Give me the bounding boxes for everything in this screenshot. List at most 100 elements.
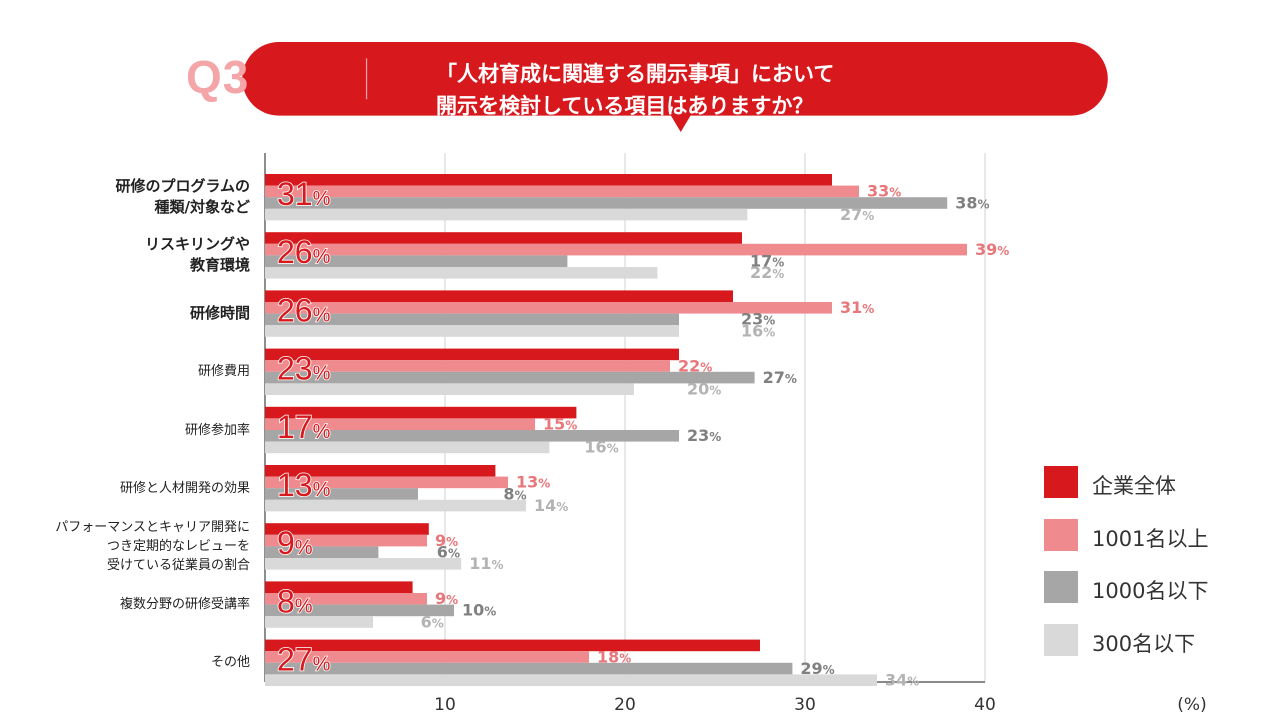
- value-number: 8: [277, 583, 295, 619]
- value-number: 13: [277, 467, 313, 503]
- value-label-overall: 23%: [277, 351, 331, 387]
- value-number: 38: [955, 193, 977, 212]
- value-unit: %: [709, 384, 721, 398]
- value-unit: %: [709, 430, 721, 444]
- value-number: 26: [277, 234, 313, 270]
- value-unit: %: [565, 419, 577, 433]
- category-label-line: 研修のプログラムの: [115, 177, 250, 196]
- value-unit: %: [556, 500, 568, 514]
- value-label-2: 6%: [437, 543, 460, 562]
- category-label: パフォーマンスとキャリア開発に つき定期的なレビューを 受けている従業員の割合: [55, 518, 250, 575]
- value-number: 33: [867, 182, 889, 201]
- value-unit: %: [772, 256, 784, 270]
- value-unit: %: [313, 188, 331, 210]
- value-number: 14: [534, 496, 556, 515]
- value-label-2: 23%: [687, 426, 721, 445]
- value-unit: %: [607, 442, 619, 456]
- legend-item: 企業全体: [1044, 466, 1244, 498]
- x-axis-label: (%): [1177, 695, 1206, 715]
- category-label-line: その他: [210, 655, 250, 671]
- legend-label: 1000名以下: [1092, 579, 1209, 603]
- value-label-3: 20%: [687, 380, 721, 399]
- value-number: 11: [469, 554, 491, 573]
- category-label-line: 教育環境: [189, 256, 250, 275]
- value-unit: %: [763, 325, 775, 339]
- bar-2: [265, 430, 679, 442]
- value-number: 31: [840, 298, 862, 317]
- legend-item: 1001名以上: [1044, 518, 1244, 551]
- category-label-line: 研修時間: [189, 304, 250, 323]
- bar-0: [265, 639, 760, 652]
- value-unit: %: [977, 197, 989, 211]
- value-label-2: 23%: [741, 310, 775, 329]
- category-label: 研修のプログラムの 種類/対象など: [115, 176, 250, 218]
- value-unit: %: [997, 244, 1009, 258]
- x-tick-label: 10: [434, 695, 456, 715]
- bar-3: [265, 208, 748, 221]
- value-number: 27: [763, 368, 785, 387]
- value-label-3: 16%: [584, 438, 618, 457]
- bar-1: [265, 243, 967, 256]
- value-label-1: 9%: [435, 589, 458, 608]
- value-unit: %: [484, 605, 496, 619]
- value-number: 27: [840, 205, 862, 224]
- legend-swatch: [1044, 623, 1078, 656]
- value-number: 18: [597, 647, 619, 666]
- value-number: 29: [800, 659, 822, 678]
- value-label-1: 39%: [975, 240, 1009, 259]
- value-label-overall: 26%: [277, 234, 331, 270]
- bar-1: [265, 593, 427, 605]
- category-label-line: 研修費用: [197, 364, 250, 380]
- value-unit: %: [889, 186, 901, 200]
- value-number: 31: [277, 176, 313, 212]
- value-number: 9: [277, 525, 295, 561]
- bar-3: [265, 499, 526, 512]
- bar-1: [265, 302, 832, 314]
- bar-3: [265, 616, 373, 628]
- value-unit: %: [772, 267, 784, 281]
- value-number: 6: [437, 543, 448, 562]
- value-number: 27: [277, 642, 313, 678]
- bar-0: [265, 581, 413, 593]
- value-number: 22: [678, 356, 700, 375]
- value-number: 13: [516, 473, 538, 492]
- value-label-1: 33%: [867, 182, 901, 201]
- category-label-line: 研修と人材開発の効果: [119, 480, 250, 496]
- value-label-2: 38%: [955, 193, 989, 212]
- x-tick-label: 30: [794, 695, 816, 715]
- value-number: 10: [462, 601, 484, 620]
- bar-1: [265, 185, 859, 198]
- category-label-line: リスキリングや: [144, 235, 250, 254]
- value-unit: %: [313, 246, 331, 268]
- value-number: 8: [503, 484, 514, 503]
- value-number: 6: [421, 612, 432, 631]
- bar-2: [265, 197, 948, 209]
- value-unit: %: [785, 372, 797, 386]
- value-number: 17: [277, 409, 313, 445]
- bar-0: [265, 174, 832, 186]
- value-unit: %: [907, 675, 919, 689]
- value-label-3: 11%: [469, 554, 503, 573]
- value-label-2: 27%: [763, 368, 797, 387]
- value-unit: %: [862, 302, 874, 316]
- legend-swatch: [1044, 571, 1078, 603]
- category-label: 研修と人材開発の効果: [120, 479, 250, 498]
- value-label-1: 9%: [435, 531, 458, 550]
- value-number: 39: [975, 240, 997, 259]
- value-number: 16: [741, 321, 763, 340]
- value-number: 26: [277, 292, 313, 328]
- value-number: 23: [741, 310, 763, 329]
- bar-0: [265, 523, 429, 535]
- value-number: 17: [750, 252, 772, 271]
- value-unit: %: [295, 595, 313, 617]
- category-label-line: 複数分野の研修受講率: [119, 597, 250, 613]
- category-label: 研修時間: [190, 303, 250, 324]
- value-number: 23: [687, 426, 709, 445]
- value-number: 23: [277, 351, 313, 387]
- question-title-line2: 開示を検討している項目はありますか？: [436, 94, 814, 118]
- value-label-3: 14%: [534, 496, 568, 515]
- value-label-3: 22%: [750, 263, 784, 282]
- value-unit: %: [446, 535, 458, 549]
- value-label-1: 31%: [840, 298, 874, 317]
